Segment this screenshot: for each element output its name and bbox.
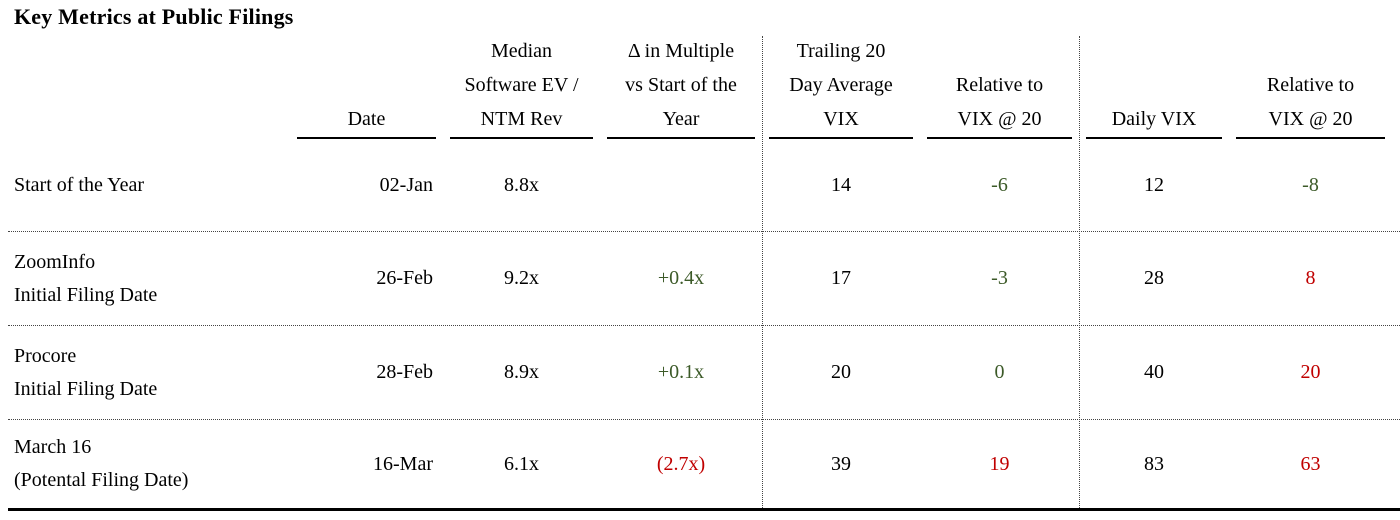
cell-relative-trailing: 0 <box>994 361 1005 383</box>
column-header-date: Date <box>290 34 443 139</box>
row-label-line: (Potental Filing Date) <box>14 469 189 491</box>
cell-trailing-vix: 39 <box>831 452 851 475</box>
cell-daily-vix: 40 <box>1144 361 1164 383</box>
header-line: Relative to <box>1266 74 1355 96</box>
row-label: March 16 (Potental Filing Date) <box>8 420 290 508</box>
header-underline <box>927 137 1072 139</box>
table-row-procore: Procore Initial Filing Date 28-Feb 8.9x … <box>8 326 1400 420</box>
table-row-zoominfo: ZoomInfo Initial Filing Date 26-Feb 9.2x… <box>8 232 1400 326</box>
cell-delta-multiple: (2.7x) <box>656 452 706 475</box>
cell-ev-ntm: 8.9x <box>504 361 539 383</box>
cell-delta-multiple: +0.1x <box>657 361 705 383</box>
header-line: VIX @ 20 <box>957 108 1042 130</box>
cell-relative-trailing: -3 <box>991 267 1008 289</box>
cell-relative-daily: 63 <box>1300 452 1321 475</box>
row-label-line: Start of the Year <box>14 173 144 196</box>
header-underline <box>297 137 436 139</box>
header-line: Software EV / <box>464 74 579 96</box>
column-header-label <box>8 34 290 139</box>
header-line: vs Start of the <box>625 74 737 96</box>
row-label-line: ZoomInfo <box>14 250 96 273</box>
column-header-delta-multiple: Δ in Multiple vs Start of the Year <box>600 34 762 139</box>
column-header-relative-daily: Relative to VIX @ 20 <box>1229 34 1392 139</box>
cell-trailing-vix: 20 <box>831 361 851 383</box>
header-line: Year <box>662 108 700 130</box>
table-header-row: Date Median Software EV / NTM Rev Δ in M… <box>8 34 1400 139</box>
column-header-relative-trailing: Relative to VIX @ 20 <box>920 34 1079 139</box>
cell-daily-vix: 12 <box>1144 173 1164 196</box>
header-underline <box>769 137 913 139</box>
cell-daily-vix: 28 <box>1144 267 1164 289</box>
cell-relative-trailing: 19 <box>989 452 1010 475</box>
cell-date: 16-Mar <box>373 452 433 475</box>
cell-relative-daily: 8 <box>1305 267 1316 289</box>
row-label: Start of the Year <box>8 139 290 231</box>
table-row-march-16: March 16 (Potental Filing Date) 16-Mar 6… <box>8 420 1400 511</box>
cell-trailing-vix: 14 <box>831 173 851 196</box>
cell-relative-trailing: -6 <box>991 173 1008 196</box>
header-line: Δ in Multiple <box>627 40 735 62</box>
header-line: Daily VIX <box>1111 108 1197 130</box>
cell-relative-daily: 20 <box>1300 361 1321 383</box>
header-underline <box>607 137 755 139</box>
cell-ev-ntm: 6.1x <box>504 452 539 475</box>
cell-date: 28-Feb <box>376 361 433 383</box>
header-underline <box>1086 137 1222 139</box>
cell-ev-ntm: 9.2x <box>504 267 539 289</box>
row-label: Procore Initial Filing Date <box>8 326 290 419</box>
header-underline <box>1236 137 1385 139</box>
cell-delta-multiple: +0.4x <box>657 267 705 289</box>
vertical-divider-trailing-vix <box>762 36 763 508</box>
metrics-table: Date Median Software EV / NTM Rev Δ in M… <box>8 34 1400 511</box>
row-label-line: March 16 <box>14 436 92 458</box>
cell-date: 02-Jan <box>379 173 433 196</box>
row-label: ZoomInfo Initial Filing Date <box>8 232 290 325</box>
cell-delta-multiple <box>600 139 762 231</box>
header-line: VIX @ 20 <box>1268 108 1353 130</box>
header-line: NTM Rev <box>480 108 563 130</box>
row-label-line: Initial Filing Date <box>14 377 158 400</box>
page-title: Key Metrics at Public Filings <box>14 4 294 29</box>
column-header-daily-vix: Daily VIX <box>1079 34 1229 139</box>
column-header-ev-ntm: Median Software EV / NTM Rev <box>443 34 600 139</box>
column-header-trailing-vix: Trailing 20 Day Average VIX <box>762 34 920 139</box>
header-line: VIX <box>823 108 859 130</box>
header-line: Date <box>347 108 386 130</box>
vertical-divider-daily-vix <box>1079 36 1080 508</box>
cell-relative-daily: -8 <box>1302 173 1319 196</box>
header-line: Day Average <box>789 74 893 96</box>
row-label-line: Procore <box>14 344 77 367</box>
table-row-start-of-year: Start of the Year 02-Jan 8.8x 14 -6 12 -… <box>8 139 1400 232</box>
cell-date: 26-Feb <box>376 267 433 289</box>
header-line: Trailing 20 <box>796 40 886 62</box>
cell-trailing-vix: 17 <box>831 267 851 289</box>
header-underline <box>450 137 593 139</box>
row-label-line: Initial Filing Date <box>14 283 158 306</box>
header-line: Relative to <box>955 74 1044 96</box>
header-line: Median <box>490 40 553 62</box>
cell-ev-ntm: 8.8x <box>504 173 539 196</box>
cell-daily-vix: 83 <box>1144 452 1164 475</box>
